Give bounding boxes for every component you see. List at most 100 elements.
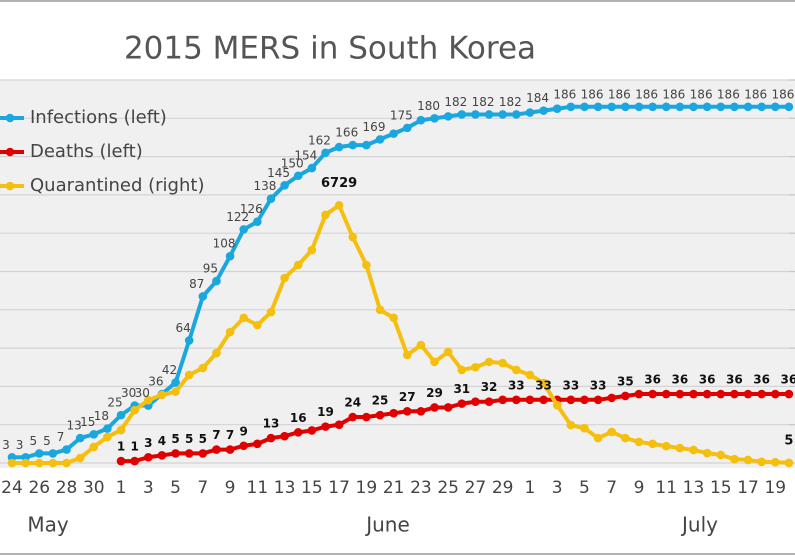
point [266,194,276,204]
point [375,410,385,420]
data-label: 33 [562,378,579,392]
point [757,457,766,467]
x-tick-label: 26 [28,478,50,498]
point [634,389,644,399]
x-tick-label: 3 [143,478,154,498]
data-label: 7 [226,428,234,442]
point [675,389,685,399]
data-label: 36 [148,375,163,389]
data-label: 4 [158,434,166,448]
point [321,422,330,431]
point [293,260,303,270]
point [552,400,562,410]
point [661,102,671,112]
point [471,397,480,407]
x-tick-label: 13 [683,478,705,498]
data-label: 186 [581,87,604,101]
series-line [12,203,789,465]
data-label: 36 [781,373,795,387]
point [552,104,562,114]
data-label: 36 [699,373,716,387]
point [212,276,221,286]
data-label: 1 [117,440,125,454]
point [648,389,657,399]
point [62,458,71,468]
data-label: 30 [121,386,136,400]
point [689,389,698,399]
marks [7,102,794,468]
data-label: 25 [107,396,122,410]
point [593,395,603,405]
point [484,397,494,407]
point [621,102,630,112]
x-tick-label: 5 [579,478,590,498]
x-tick-label: 24 [1,478,23,498]
data-label: 108 [213,237,236,251]
point [157,390,167,400]
point [239,441,249,451]
legend-dot [5,147,15,157]
data-label: 30 [135,386,150,400]
point [389,313,398,323]
x-tick-label: 27 [465,478,487,498]
point [443,112,453,121]
point [539,106,548,115]
point [334,142,344,152]
point [225,327,235,337]
point [757,389,766,399]
point [416,340,426,350]
point [362,260,371,270]
data-label: 138 [254,179,277,193]
data-label: 42 [162,363,177,377]
point [634,102,644,112]
data-label: 154 [294,149,317,163]
point [103,432,112,442]
point [375,135,385,144]
point [512,110,521,119]
x-tick-label: 5 [170,478,181,498]
data-label: 24 [344,396,361,410]
x-tick-label: 7 [606,478,617,498]
point [607,393,617,403]
point [402,123,412,133]
point [253,320,262,330]
point [525,370,535,380]
point [402,406,412,416]
point [348,232,358,242]
point [784,389,794,399]
point [675,102,685,112]
data-label: 36 [753,373,770,387]
point [116,425,126,435]
point [48,458,58,468]
point [484,357,494,367]
x-tick-label: 23 [410,478,432,498]
point [144,452,153,462]
point [580,423,589,433]
point [144,395,153,405]
point [770,102,780,112]
point [539,378,548,388]
data-label: 5 [171,432,179,446]
data-label: 1 [130,440,138,454]
point [253,439,262,449]
data-label: 33 [535,378,552,392]
x-tick-label: 28 [56,478,78,498]
point [293,171,303,181]
point [198,449,208,458]
point [280,273,289,283]
data-label: 145 [267,166,290,180]
labels: 24 26 28 30 1 3 5 7 9 11 13 15 17 19 21 23 25 27 29 1 3 5 7 9 11… [1,87,795,536]
point [266,433,276,443]
data-label: 175 [390,108,413,122]
point [593,433,603,443]
point [566,395,576,405]
x-tick-label: 11 [247,478,269,498]
x-tick-label: 17 [328,478,350,498]
data-label: 186 [635,87,658,101]
data-label: 182 [499,95,522,109]
point [21,458,30,468]
legend-label: Infections (left) [30,107,167,128]
point [457,110,467,119]
point [471,362,480,372]
point [607,427,617,437]
